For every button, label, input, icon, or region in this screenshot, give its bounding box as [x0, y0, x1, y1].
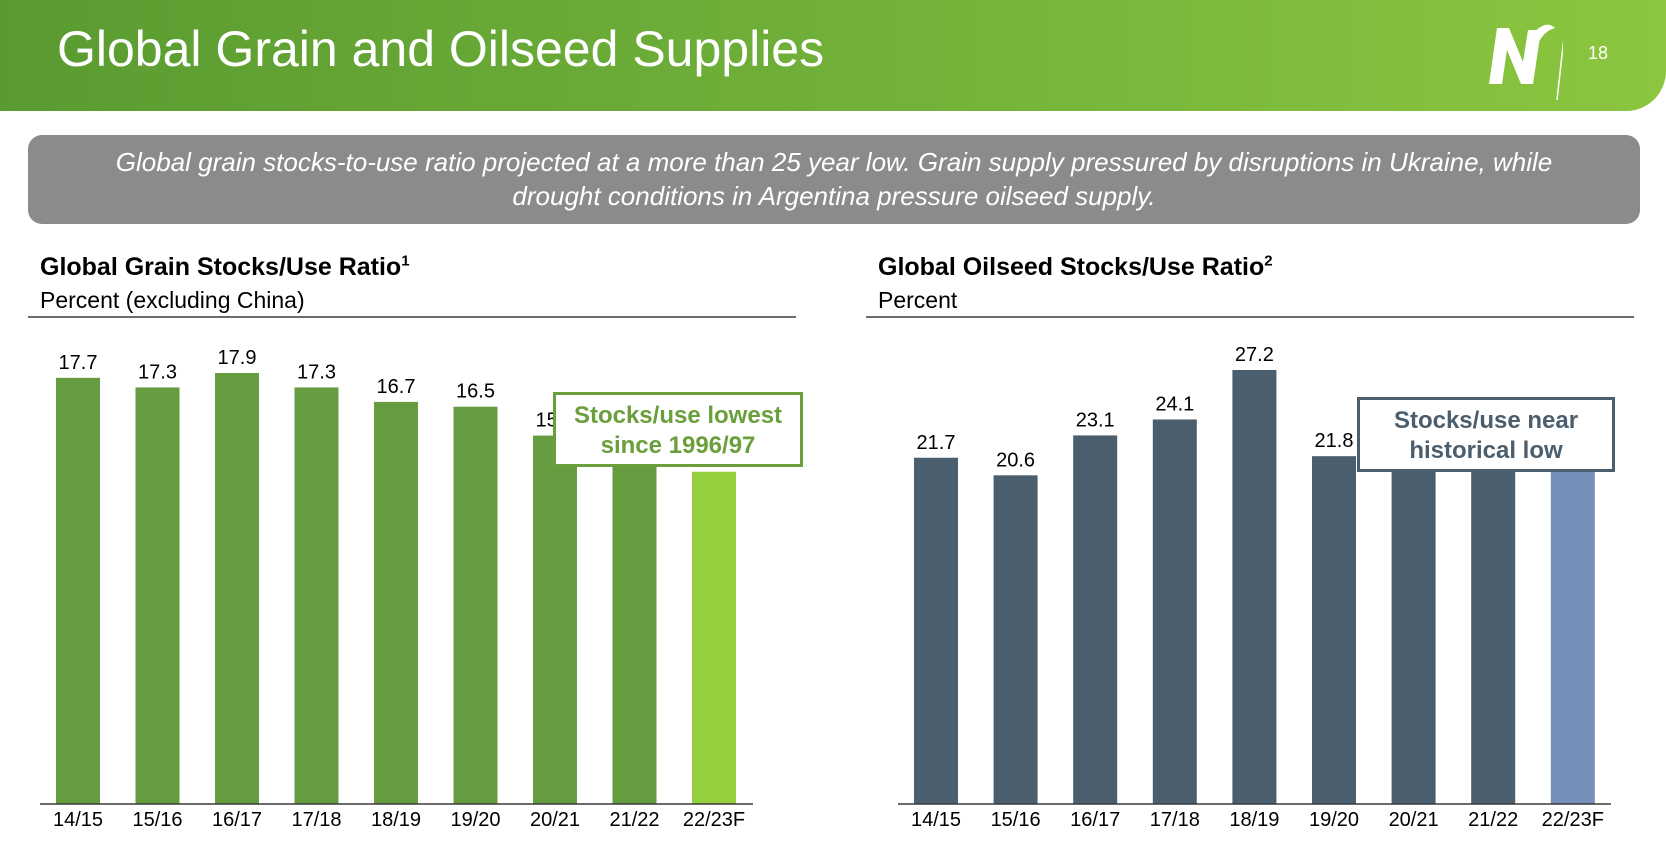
oilseed-category-label-5: 19/20: [1309, 809, 1359, 831]
header-bar: Global Grain and Oilseed Supplies 18: [0, 0, 1666, 111]
oilseed-category-label-8: 22/23F: [1542, 809, 1604, 831]
oilseed-callout-line-2: historical low: [1409, 437, 1563, 464]
oilseed-bar-4: [1232, 370, 1277, 804]
grain-bar-3: [294, 387, 339, 804]
grain-bar-8: [692, 471, 736, 804]
oilseed-chart-title: Global Oilseed Stocks/Use Ratio2: [878, 252, 1273, 282]
grain-data-label-3: 17.3: [297, 361, 336, 383]
grain-data-label-1: 17.3: [138, 361, 177, 383]
grain-bar-6: [533, 435, 577, 804]
grain-bar-7: [612, 445, 657, 804]
grain-category-label-3: 17/18: [291, 809, 341, 831]
grain-callout-line-1: Stocks/use lowest: [573, 402, 783, 429]
summary-banner: Global grain stocks-to-use ratio project…: [28, 135, 1640, 224]
oilseed-chart-title-text: Global Oilseed Stocks/Use Ratio: [878, 253, 1265, 281]
grain-bar-1: [135, 387, 180, 804]
grain-chart-subtitle: Percent (excluding China): [40, 287, 305, 313]
grain-category-label-4: 18/19: [371, 809, 421, 831]
banner-line-1: Global grain stocks-to-use ratio project…: [115, 147, 1553, 177]
banner-line-2: drought conditions in Argentina pressure…: [512, 181, 1156, 211]
grain-chart-title-text: Global Grain Stocks/Use Ratio: [40, 253, 402, 281]
grain-category-label-8: 22/23F: [683, 809, 745, 831]
grain-data-label-2: 17.9: [218, 347, 257, 369]
grain-category-label-6: 20/21: [530, 809, 580, 831]
grain-bar-2: [215, 373, 259, 804]
oilseed-data-label-1: 20.6: [996, 449, 1035, 471]
oilseed-bar-6: [1391, 446, 1436, 804]
oilseed-heading-rule: [866, 316, 1634, 318]
page-number: 18: [1588, 43, 1609, 63]
oilseed-data-label-4: 27.2: [1235, 344, 1274, 366]
page-title: Global Grain and Oilseed Supplies: [57, 21, 825, 77]
oilseed-callout-line-1: Stocks/use near: [1393, 407, 1579, 434]
grain-chart-title: Global Grain Stocks/Use Ratio1: [40, 252, 410, 282]
nutrien-n-logo-icon: [1489, 24, 1563, 101]
oilseed-category-label-3: 17/18: [1150, 809, 1200, 831]
oilseed-data-label-5: 21.8: [1315, 430, 1354, 452]
grain-data-label-5: 16.5: [456, 381, 495, 403]
oilseed-bar-2: [1073, 435, 1118, 804]
grain-heading-rule: [28, 316, 796, 318]
oilseed-data-label-0: 21.7: [917, 432, 956, 454]
oilseed-bar-7: [1471, 441, 1516, 804]
grain-bar-0: [56, 377, 100, 804]
grain-bar-5: [453, 406, 498, 804]
oilseed-bar-5: [1312, 456, 1356, 804]
oilseed-data-label-3: 24.1: [1155, 393, 1194, 415]
oilseed-category-label-7: 21/22: [1468, 809, 1518, 831]
oilseed-category-label-6: 20/21: [1389, 809, 1439, 831]
grain-category-label-0: 14/15: [53, 809, 103, 831]
grain-callout-box: Stocks/use lowest since 1996/97: [553, 392, 803, 467]
grain-category-label-7: 21/22: [609, 809, 659, 831]
oilseed-callout-box: Stocks/use near historical low: [1357, 397, 1615, 472]
oilseed-bar-1: [993, 475, 1038, 804]
oilseed-category-label-1: 15/16: [991, 809, 1041, 831]
grain-bar-4: [374, 401, 418, 804]
oilseed-category-label-4: 18/19: [1229, 809, 1279, 831]
oilseed-bar-3: [1152, 419, 1197, 804]
oilseed-data-label-2: 23.1: [1076, 409, 1115, 431]
oilseed-category-label-0: 14/15: [911, 809, 961, 831]
oilseed-chart-subtitle: Percent: [878, 287, 958, 313]
grain-category-label-2: 16/17: [212, 809, 262, 831]
grain-footnote-marker: 1: [401, 252, 410, 270]
grain-data-label-0: 17.7: [59, 352, 98, 374]
oilseed-bar-0: [914, 457, 958, 804]
oilseed-category-label-2: 16/17: [1070, 809, 1120, 831]
oilseed-footnote-marker: 2: [1264, 252, 1273, 270]
grain-callout-line-2: since 1996/97: [600, 432, 756, 459]
oilseed-bar-8: [1550, 451, 1595, 804]
grain-category-label-1: 15/16: [132, 809, 182, 831]
grain-data-label-4: 16.7: [377, 376, 416, 398]
grain-category-label-5: 19/20: [450, 809, 500, 831]
